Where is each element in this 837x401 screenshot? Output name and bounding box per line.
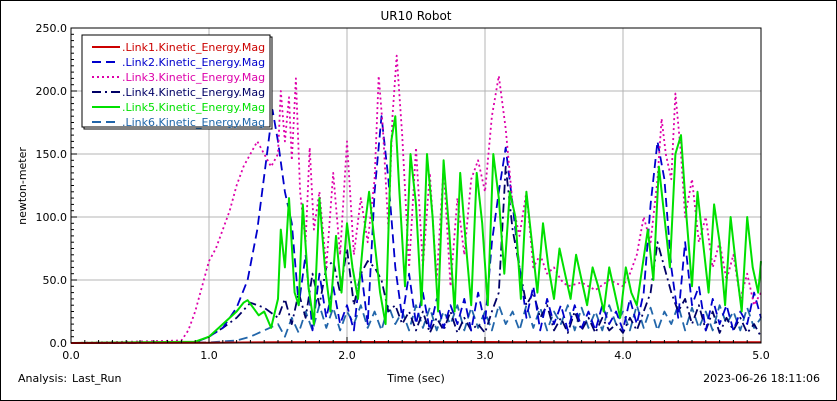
x-tick-label: 5.0 [752, 349, 770, 362]
y-axis-label: newton-meter [16, 147, 29, 225]
legend-label-link1: .Link1.Kinetic_Energy.Mag [122, 41, 265, 54]
legend-label-link4: .Link4.Kinetic_Energy.Mag [122, 86, 265, 99]
legend-label-link5: .Link5.Kinetic_Energy.Mag [122, 101, 265, 114]
x-tick-label: 0.0 [62, 349, 80, 362]
y-tick-label: 150.0 [36, 148, 68, 161]
y-tick-label: 250.0 [36, 22, 68, 35]
series-line-link4 [70, 165, 762, 344]
analysis-label: Analysis: [18, 372, 67, 385]
legend-box-front [81, 34, 271, 128]
x-tick-label: 1.0 [200, 349, 218, 362]
chart-title: UR10 Robot [380, 9, 451, 23]
analysis-run-name: Last_Run [72, 372, 122, 385]
legend: .Link1.Kinetic_Energy.Mag .Link2.Kinetic_… [81, 34, 273, 130]
y-tick-label: 200.0 [36, 85, 68, 98]
y-tick-label: 50.0 [43, 274, 68, 287]
series-line-link3 [70, 54, 762, 344]
legend-label-link2: .Link2.Kinetic_Energy.Mag [122, 56, 265, 69]
series-line-link1 [70, 341, 762, 344]
timestamp: 2023-06-26 18:11:06 [703, 372, 820, 385]
x-tick-label: 3.0 [476, 349, 494, 362]
x-axis-label: Time (sec) [386, 372, 445, 385]
series-line-link6 [70, 304, 762, 344]
legend-label-link6: .Link6.Kinetic_Energy.Mag [122, 116, 265, 129]
x-tick-label: 2.0 [338, 349, 356, 362]
series-layer [70, 54, 762, 344]
axis-ticks: 0.0 1.0 2.0 3.0 4.0 5.0 0.0 50.0 100.0 150.0 200.0… [36, 22, 770, 362]
y-tick-label: 0.0 [50, 337, 68, 350]
y-tick-label: 100.0 [36, 211, 68, 224]
series-line-link5 [70, 115, 762, 344]
x-tick-label: 4.0 [614, 349, 632, 362]
legend-label-link3: .Link3.Kinetic_Energy.Mag [122, 71, 265, 84]
